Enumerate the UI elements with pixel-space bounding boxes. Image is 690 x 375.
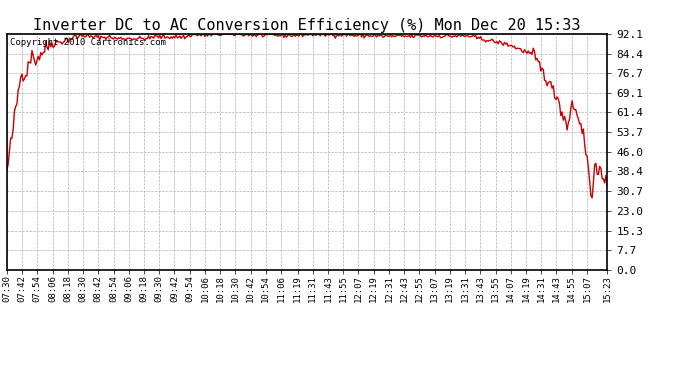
Text: Copyright 2010 Cartronics.com: Copyright 2010 Cartronics.com — [10, 39, 166, 48]
Title: Inverter DC to AC Conversion Efficiency (%) Mon Dec 20 15:33: Inverter DC to AC Conversion Efficiency … — [33, 18, 581, 33]
